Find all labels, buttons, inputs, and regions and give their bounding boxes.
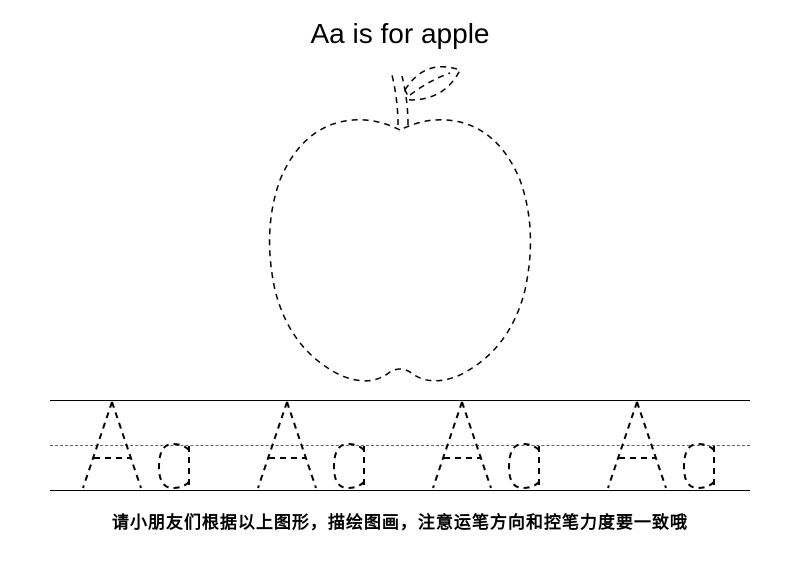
letter-uppercase-a	[427, 400, 497, 490]
letter-lowercase-a	[678, 400, 724, 490]
guideline-bottom	[50, 490, 750, 491]
letter-pair	[427, 400, 549, 490]
letter-uppercase-a	[77, 400, 147, 490]
letter-uppercase-a	[252, 400, 322, 490]
page-title: Aa is for apple	[0, 0, 800, 50]
instruction-text: 请小朋友们根据以上图形，描绘图画，注意运笔方向和控笔力度要一致哦	[50, 508, 750, 533]
letter-pair	[252, 400, 374, 490]
letter-pair	[602, 400, 724, 490]
handwriting-practice-area	[50, 400, 750, 495]
letter-lowercase-a	[503, 400, 549, 490]
apple-drawing	[250, 50, 550, 390]
letter-lowercase-a	[328, 400, 374, 490]
letter-lowercase-a	[153, 400, 199, 490]
letter-uppercase-a	[602, 400, 672, 490]
letter-pair	[77, 400, 199, 490]
letter-pairs-row	[50, 400, 750, 490]
